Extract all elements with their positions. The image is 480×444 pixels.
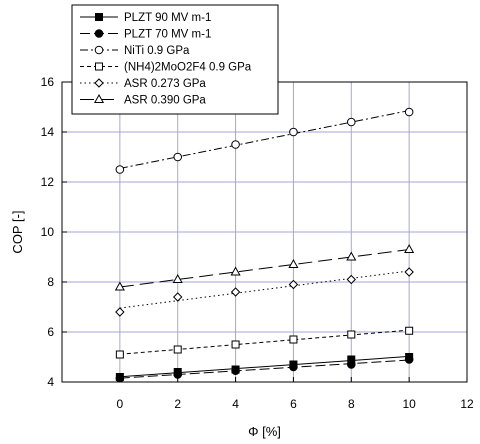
- data-point: [404, 267, 414, 277]
- data-point: [289, 335, 298, 344]
- x-tick-label: 12: [460, 397, 474, 411]
- data-series: [114, 107, 415, 383]
- data-point: [230, 287, 241, 297]
- y-tick-label: 6: [47, 325, 54, 339]
- data-point: [347, 330, 356, 339]
- x-tick-label: 2: [174, 397, 181, 411]
- legend-marker: [95, 13, 103, 21]
- data-point: [346, 274, 356, 285]
- data-point: [404, 355, 414, 364]
- data-point: [173, 292, 183, 302]
- data-point: [346, 117, 356, 127]
- data-point: [288, 258, 299, 268]
- y-tick-label: 12: [41, 175, 55, 189]
- data-point: [173, 152, 183, 162]
- y-tick-label: 4: [47, 375, 54, 389]
- series-0: [115, 353, 414, 381]
- legend-label: NiTi 0.9 GPa: [124, 45, 190, 57]
- data-point: [346, 251, 357, 261]
- legend-marker: [94, 29, 104, 38]
- legend-entry: PLZT 90 MV m-1: [80, 12, 211, 24]
- series-5: [114, 243, 415, 291]
- legend-marker: [94, 78, 104, 88]
- data-point: [405, 326, 414, 335]
- x-tick-label: 8: [348, 397, 355, 411]
- y-tick-label: 16: [41, 75, 55, 89]
- legend-label: ASR 0.390 GPa: [124, 95, 206, 107]
- series-line: [119, 270, 410, 309]
- series-line: [119, 110, 410, 169]
- data-point: [346, 360, 356, 369]
- data-point: [404, 107, 414, 117]
- data-point: [289, 127, 298, 137]
- legend-entry: NiTi 0.9 GPa: [80, 45, 190, 57]
- series-line: [119, 355, 410, 378]
- data-point: [115, 373, 125, 383]
- y-tick-label: 8: [47, 275, 54, 289]
- series-3: [115, 326, 414, 359]
- data-point: [404, 243, 415, 253]
- x-tick-label: 10: [402, 397, 416, 411]
- series-line: [119, 329, 410, 355]
- legend: PLZT 90 MV m-1 PLZT 70 MV m-1 NiTi 0.9 GPa…: [71, 4, 279, 115]
- series-2: [115, 107, 414, 174]
- data-point: [173, 370, 183, 379]
- legend-entry: (NH4)2MoO2F4 0.9 GPa: [80, 62, 252, 74]
- data-point: [231, 340, 240, 349]
- data-point: [231, 140, 240, 149]
- grid-lines: [62, 82, 467, 382]
- x-tick-label: 0: [117, 397, 124, 411]
- x-tick-label: 6: [290, 397, 297, 411]
- x-tick-label: 4: [232, 397, 239, 411]
- data-point: [288, 279, 299, 290]
- series-4: [115, 267, 414, 317]
- y-tick-label: 10: [41, 225, 55, 239]
- legend-label: PLZT 90 MV m-1: [124, 12, 211, 24]
- data-point: [289, 362, 298, 372]
- series-line: [119, 359, 410, 379]
- data-point: [173, 345, 182, 354]
- y-axis-label: COP [-]: [10, 210, 25, 253]
- legend-marker: [93, 93, 105, 103]
- data-point: [115, 165, 125, 174]
- legend-entry: PLZT 70 MV m-1: [80, 29, 211, 41]
- legend-marker: [95, 62, 103, 71]
- legend-label: (NH4)2MoO2F4 0.9 GPa: [124, 62, 252, 74]
- data-point: [114, 281, 125, 291]
- legend-entry: ASR 0.390 GPa: [80, 93, 206, 107]
- data-point: [115, 350, 124, 359]
- legend-entry: ASR 0.273 GPa: [80, 78, 206, 90]
- series-1: [115, 355, 414, 383]
- data-point: [115, 307, 125, 317]
- legend-label: ASR 0.273 GPa: [124, 78, 206, 90]
- series-line: [119, 249, 410, 288]
- x-axis-label: Φ [%]: [248, 424, 281, 439]
- data-point: [230, 266, 241, 276]
- legend-label: PLZT 70 MV m-1: [124, 29, 211, 41]
- legend-marker: [94, 45, 104, 55]
- legend-box: [71, 4, 279, 115]
- data-point: [172, 273, 183, 283]
- y-tick-label: 14: [41, 125, 55, 139]
- data-point: [231, 366, 240, 376]
